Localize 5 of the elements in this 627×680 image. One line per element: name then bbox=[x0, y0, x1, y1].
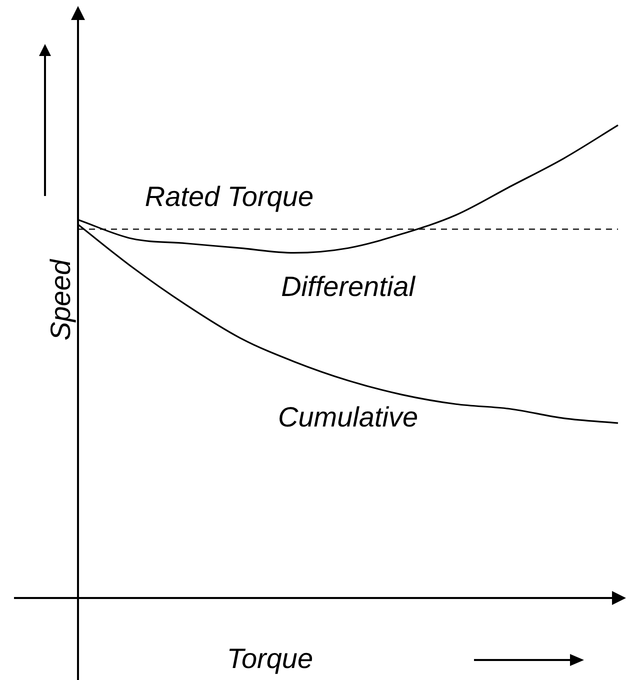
series-label: Cumulative bbox=[278, 401, 418, 432]
y-axis-title: Speed bbox=[44, 258, 76, 340]
x-axis-title: Torque bbox=[226, 642, 314, 674]
series-label: Differential bbox=[281, 270, 416, 302]
ref-line-label: Rated Torque bbox=[144, 180, 314, 212]
